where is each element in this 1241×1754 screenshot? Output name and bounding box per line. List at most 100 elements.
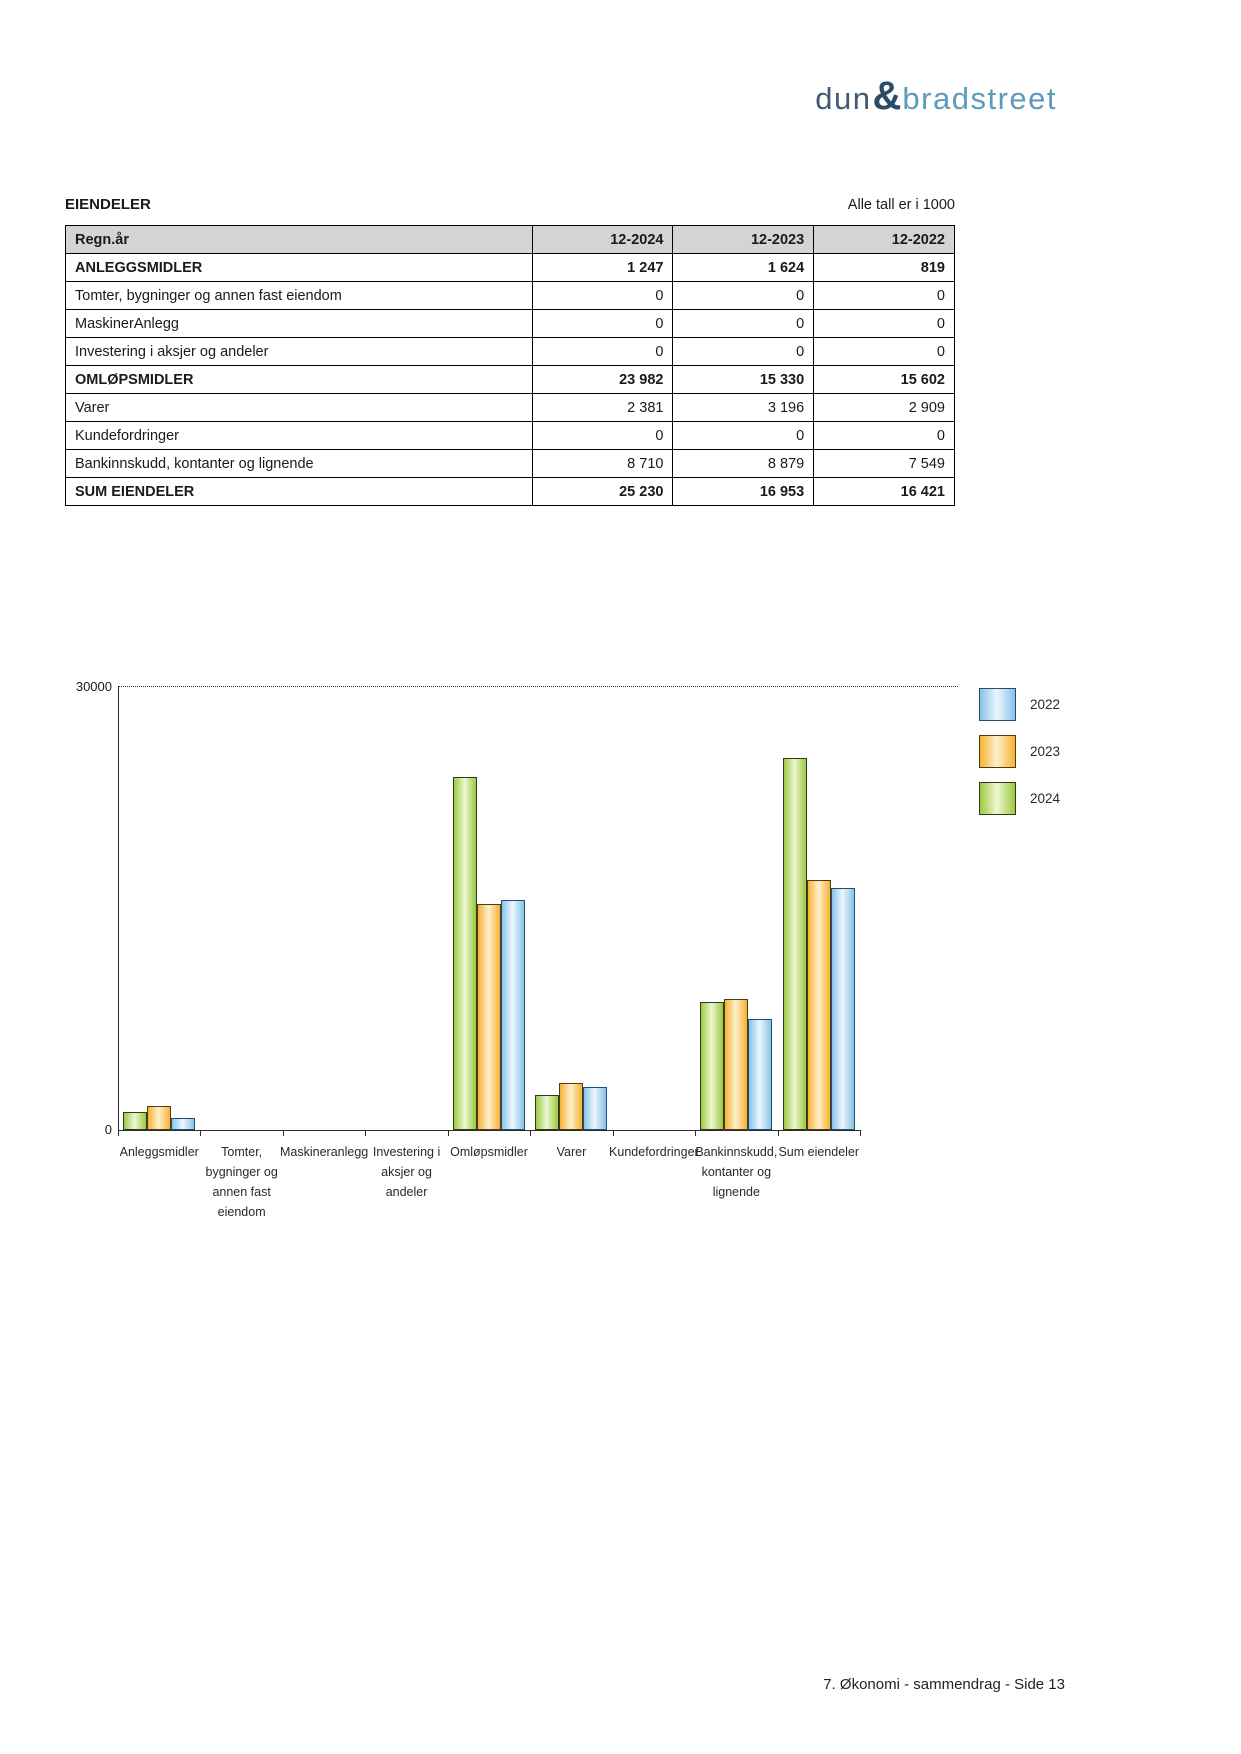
legend-label: 2022 <box>1030 697 1061 712</box>
assets-table: Regn.år 12-2024 12-2023 12-2022 ANLEGGSM… <box>65 225 955 506</box>
legend-swatch-2024 <box>979 782 1016 815</box>
bar-2024-bankinnskudd <box>700 1002 725 1130</box>
value-cell: 15 602 <box>813 365 955 394</box>
table-header-row: Regn.år 12-2024 12-2023 12-2022 <box>65 225 955 254</box>
x-axis-tick <box>860 1130 861 1136</box>
bar-2022-bankinnskudd <box>748 1019 773 1130</box>
value-cell: 0 <box>813 281 955 310</box>
logo-word-dun: dun <box>815 81 872 116</box>
value-cell: 8 710 <box>531 449 674 478</box>
value-cell: 0 <box>672 281 815 310</box>
category-label: Kundefordringer <box>609 1145 699 1159</box>
x-axis-tick <box>777 1130 779 1136</box>
bar-2023-varer <box>559 1083 584 1130</box>
x-axis-tick <box>447 1130 449 1136</box>
gridline-30000 <box>118 686 958 687</box>
category-label: Investering i aksjer og andeler <box>372 1145 441 1199</box>
ampersand-icon: & <box>872 74 902 118</box>
row-label: Tomter, bygninger og annen fast eiendom <box>65 281 533 310</box>
table-row: ANLEGGSMIDLER 1 247 1 624 819 <box>65 253 955 282</box>
table-row: MaskinerAnlegg 0 0 0 <box>65 309 955 338</box>
table-row: Investering i aksjer og andeler 0 0 0 <box>65 337 955 366</box>
bar-2022-anleggsmidler <box>171 1118 196 1130</box>
legend-swatch-2023 <box>979 735 1016 768</box>
y-axis <box>118 686 119 1130</box>
x-axis-tick <box>118 1130 119 1136</box>
bar-2022-varer <box>583 1087 608 1130</box>
value-cell: 15 330 <box>672 365 815 394</box>
bar-2023-anleggsmidler <box>147 1106 172 1130</box>
legend-swatch-2022 <box>979 688 1016 721</box>
logo-word-bradstreet: bradstreet <box>902 81 1057 116</box>
row-label: ANLEGGSMIDLER <box>65 253 533 282</box>
value-cell: 0 <box>813 337 955 366</box>
row-label: Varer <box>65 393 533 422</box>
x-axis-tick <box>365 1130 367 1136</box>
bar-2022-sumeiendeler <box>830 888 855 1130</box>
value-cell: 3 196 <box>672 393 815 422</box>
category-label: Varer <box>556 1145 587 1159</box>
bar-2024-anleggsmidler <box>123 1112 148 1130</box>
row-label: MaskinerAnlegg <box>65 309 533 338</box>
legend-label: 2024 <box>1030 791 1061 806</box>
row-label: Investering i aksjer og andeler <box>65 337 533 366</box>
header-col-2022: 12-2022 <box>813 225 955 254</box>
footer-page-label: 7. Økonomi - sammendrag - Side 13 <box>823 1676 1065 1693</box>
value-cell: 0 <box>672 309 815 338</box>
bar-2023-bankinnskudd <box>724 999 749 1130</box>
value-cell: 25 230 <box>531 477 674 506</box>
value-cell: 2 909 <box>813 393 955 422</box>
table-row: SUM EIENDELER 25 230 16 953 16 421 <box>65 477 955 506</box>
value-cell: 1 247 <box>531 253 674 282</box>
value-cell: 8 879 <box>672 449 815 478</box>
x-axis-tick <box>695 1130 697 1136</box>
x-axis <box>118 1130 860 1131</box>
bar-2023-sumeiendeler <box>806 880 831 1130</box>
value-cell: 7 549 <box>813 449 955 478</box>
row-label: Bankinnskudd, kontanter og lignende <box>65 449 533 478</box>
header-col-2024: 12-2024 <box>531 225 674 254</box>
category-label: Omløpsmidler <box>450 1145 528 1159</box>
x-axis-tick <box>200 1130 202 1136</box>
value-cell: 16 953 <box>672 477 815 506</box>
value-cell: 819 <box>813 253 955 282</box>
legend-item-2024: 2024 <box>979 782 1060 815</box>
table-row: Tomter, bygninger og annen fast eiendom 0… <box>65 281 955 310</box>
x-axis-tick <box>530 1130 532 1136</box>
x-axis-tick <box>282 1130 284 1136</box>
table-row: Bankinnskudd, kontanter og lignende 8 710… <box>65 449 955 478</box>
y-axis-max-label: 30000 <box>75 679 112 694</box>
row-label: OMLØPSMIDLER <box>65 365 533 394</box>
row-label: SUM EIENDELER <box>65 477 533 506</box>
section-title-eiendeler: EIENDELER <box>65 196 151 213</box>
category-label: Sum eiendeler <box>778 1145 860 1159</box>
bar-2022-omløpsmidler <box>501 900 525 1130</box>
category-label: Bankinnskudd, kontanter og lignende <box>695 1145 778 1199</box>
y-axis-min-label: 0 <box>104 1122 112 1137</box>
header-col-2023: 12-2023 <box>672 225 815 254</box>
value-cell: 0 <box>531 337 674 366</box>
bar-2024-omløpsmidler <box>453 777 477 1130</box>
bar-2024-sumeiendeler <box>782 758 807 1130</box>
legend-item-2023: 2023 <box>979 735 1060 768</box>
category-label: Tomter, bygninger og annen fast eiendom <box>205 1145 278 1219</box>
value-cell: 0 <box>531 281 674 310</box>
value-cell: 2 381 <box>531 393 674 422</box>
value-cell: 23 982 <box>531 365 674 394</box>
bar-2023-omløpsmidler <box>477 904 501 1130</box>
x-axis-tick <box>612 1130 614 1136</box>
bar-2024-varer <box>535 1095 560 1130</box>
units-note: Alle tall er i 1000 <box>847 197 955 213</box>
value-cell: 0 <box>813 309 955 338</box>
assets-table-body: Regn.år 12-2024 12-2023 12-2022 ANLEGGSM… <box>65 225 955 506</box>
value-cell: 0 <box>672 337 815 366</box>
header-label: Regn.år <box>65 225 533 254</box>
table-row: OMLØPSMIDLER 23 982 15 330 15 602 <box>65 365 955 394</box>
dun-and-bradstreet-logo: dun & bradstreet <box>815 74 1057 119</box>
table-row: Varer 2 381 3 196 2 909 <box>65 393 955 422</box>
value-cell: 0 <box>531 421 674 450</box>
legend-item-2022: 2022 <box>979 688 1060 721</box>
category-label: Maskineranlegg <box>279 1145 369 1159</box>
